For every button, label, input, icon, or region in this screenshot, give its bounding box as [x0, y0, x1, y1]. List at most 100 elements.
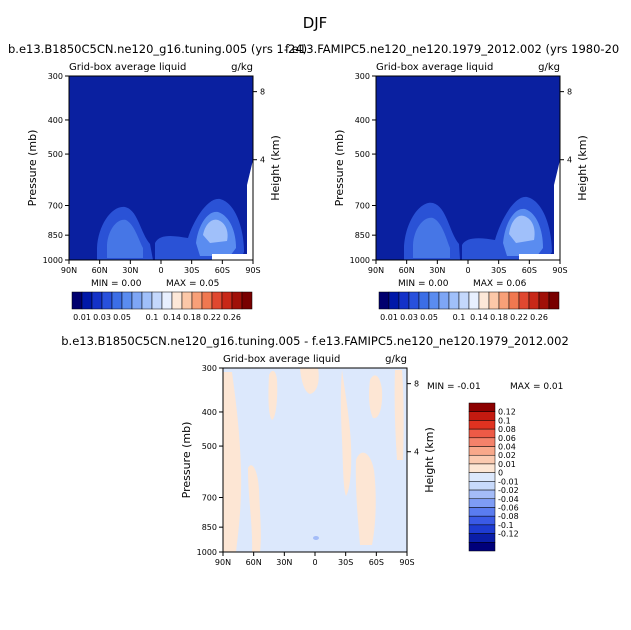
- colorbar-label: 0.26: [223, 313, 241, 322]
- contour-fill: [313, 536, 319, 540]
- y-tick-label: 500: [48, 150, 63, 159]
- x-tick-label: 60N: [92, 266, 108, 275]
- contour-fill: [509, 215, 535, 243]
- colorbar-label: 0.12: [498, 408, 516, 417]
- max-label: MAX = 0.06: [473, 279, 527, 289]
- y-tick-label: 1000: [43, 256, 63, 265]
- colorbar-swatch: [221, 291, 233, 310]
- colorbar-swatch: [448, 291, 460, 310]
- y-tick-label: 1000: [350, 256, 370, 265]
- colorbar-label: 0.18: [490, 313, 508, 322]
- min-label: MIN = 0.00: [91, 279, 142, 289]
- panel-difference: b.e13.B1850C5CN.ne120_g16.tuning.005 - f…: [61, 334, 569, 553]
- contour-fill: [300, 368, 319, 394]
- right-tick-label: 4: [414, 448, 419, 457]
- contour-fill: [413, 217, 450, 258]
- x-tick-label: 60S: [522, 266, 537, 275]
- right-tick-label: 8: [414, 380, 419, 389]
- right-tick-label: 8: [567, 88, 572, 97]
- colorbar-swatch: [468, 533, 496, 543]
- colorbar-label: 0.01: [73, 313, 91, 322]
- colorbar-swatch: [468, 489, 496, 500]
- colorbar-label: 0.01: [380, 313, 398, 322]
- figure-title: DJF: [303, 14, 328, 32]
- panel-title: f.e13.FAMIPC5.ne120_ne120.1979_2012.002 …: [285, 42, 619, 56]
- colorbar-swatch: [488, 291, 500, 310]
- colorbar-swatch: [241, 291, 253, 310]
- subtitle-left: Grid-box average liquid: [69, 62, 186, 73]
- colorbar-swatch: [468, 472, 496, 482]
- min-label: MIN = 0.00: [398, 279, 449, 289]
- colorbar-label: 0.18: [183, 313, 201, 322]
- colorbar-swatch: [191, 291, 203, 310]
- x-tick-label: 60S: [215, 266, 230, 275]
- x-tick-label: 30N: [429, 266, 445, 275]
- colorbar-label: -0.01: [498, 477, 519, 486]
- max-label: MAX = 0.01: [510, 382, 563, 392]
- x-tick-label: 90N: [368, 266, 384, 275]
- colorbar-label: 0.05: [113, 313, 131, 322]
- colorbar-swatch: [498, 291, 510, 310]
- contour-fill: [107, 219, 143, 258]
- colorbar-label: 0.03: [93, 313, 111, 322]
- topography-mask: [519, 160, 560, 260]
- colorbar-label: 0.08: [498, 425, 516, 434]
- x-tick-label: 0: [158, 266, 163, 275]
- colorbar-swatch: [518, 291, 530, 310]
- colorbar-swatch: [71, 291, 83, 310]
- x-tick-label: 0: [312, 558, 317, 567]
- colorbar-label: 0: [498, 469, 503, 478]
- panel-title: b.e13.B1850C5CN.ne120_g16.tuning.005 (yr…: [8, 42, 307, 56]
- x-tick-label: 90N: [61, 266, 77, 275]
- contour-fill: [394, 370, 404, 460]
- panel-reference: f.e13.FAMIPC5.ne120_ne120.1979_2012.002 …: [285, 42, 619, 261]
- y-tick-label: 300: [202, 364, 217, 373]
- topography-mask: [212, 160, 253, 260]
- colorbar-swatch: [468, 446, 496, 456]
- contour-fill: [268, 370, 278, 420]
- colorbar-label: 0.02: [498, 451, 516, 460]
- colorbar-swatch: [398, 291, 410, 310]
- colorbar-swatch: [81, 291, 93, 310]
- colorbar-swatch: [428, 291, 440, 310]
- y-tick-label: 850: [202, 523, 217, 532]
- colorbar-label: 0.06: [498, 434, 516, 443]
- colorbar-swatch: [438, 291, 450, 310]
- subtitle-right: g/kg: [385, 354, 407, 365]
- colorbar-swatch: [478, 291, 490, 310]
- colorbar-swatch: [91, 291, 103, 310]
- x-tick-label: 0: [465, 266, 470, 275]
- y-tick-label: 700: [48, 201, 63, 210]
- colorbar-label: -0.02: [498, 486, 519, 495]
- colorbar-swatch: [468, 291, 480, 310]
- subtitle-left: Grid-box average liquid: [223, 354, 340, 365]
- y-tick-label: 700: [355, 201, 370, 210]
- colorbar-label: 0.26: [530, 313, 548, 322]
- colorbar-swatch: [418, 291, 430, 310]
- colorbar-swatch: [548, 291, 560, 310]
- colorbar-label: -0.04: [498, 495, 519, 504]
- colorbar-swatch: [458, 291, 470, 310]
- x-tick-label: 30S: [338, 558, 353, 567]
- x-tick-label: 90S: [399, 558, 414, 567]
- colorbar-swatch: [468, 420, 496, 430]
- subtitle-right: g/kg: [538, 62, 560, 73]
- colorbar-swatch: [468, 515, 496, 526]
- colorbar-swatch: [131, 291, 143, 310]
- colorbar-swatch: [528, 291, 540, 310]
- x-tick-label: 90S: [245, 266, 260, 275]
- colorbar-label: 0.04: [498, 443, 516, 452]
- colorbar-swatch: [468, 437, 496, 447]
- colorbar-label: 0.1: [146, 313, 159, 322]
- colorbar-label: 0.22: [203, 313, 221, 322]
- colorbar-label: 0.14: [163, 313, 181, 322]
- x-tick-label: 30N: [122, 266, 138, 275]
- colorbar-label: 0.1: [498, 416, 511, 425]
- colorbar-swatch: [538, 291, 550, 310]
- colorbar-swatch: [111, 291, 123, 310]
- min-label: MIN = -0.01: [427, 382, 481, 392]
- y-tick-label: 300: [355, 72, 370, 81]
- y-tick-label: 500: [355, 150, 370, 159]
- x-tick-label: 90S: [552, 266, 567, 275]
- right-tick-label: 4: [260, 156, 265, 165]
